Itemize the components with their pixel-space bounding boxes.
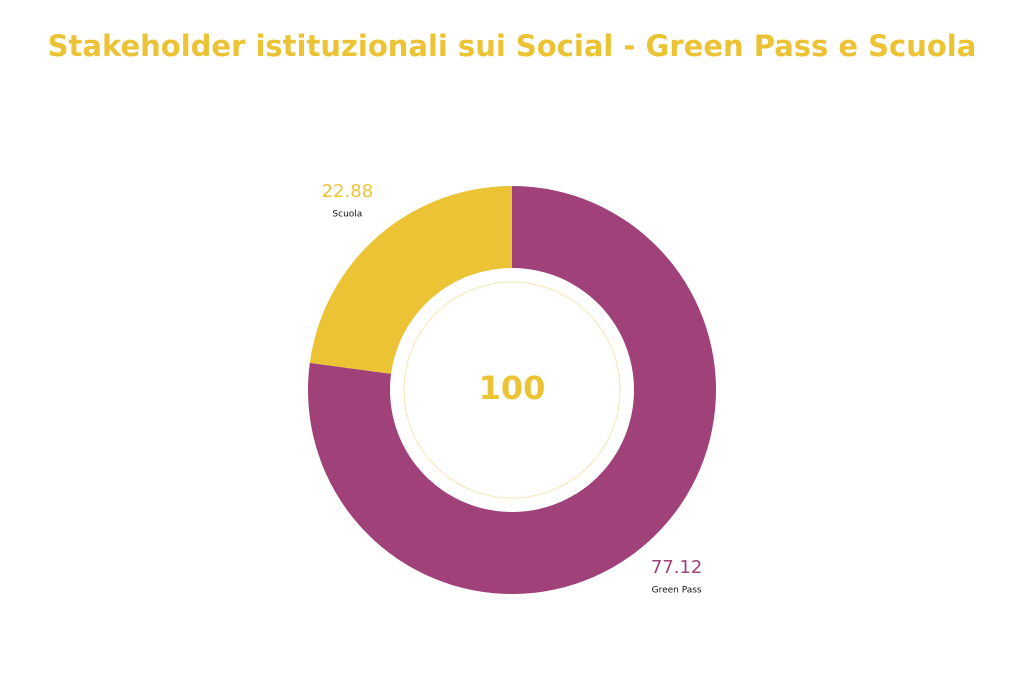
inner-ring: [403, 281, 621, 499]
chart-title: Stakeholder istituzionali sui Social - G…: [48, 29, 977, 63]
donut-slice: [307, 186, 716, 595]
donut-slice: [309, 186, 512, 374]
center-total: 100: [479, 369, 546, 407]
category-label: Green Pass: [652, 586, 702, 596]
value-label: 22.88: [322, 181, 374, 202]
value-label: 77.12: [651, 557, 703, 578]
category-label: Scuola: [332, 209, 362, 219]
